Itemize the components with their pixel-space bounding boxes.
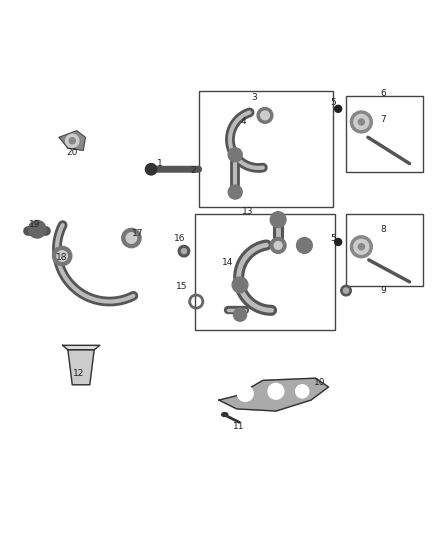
Text: 18: 18 — [56, 253, 67, 262]
Circle shape — [228, 148, 242, 162]
Text: 20: 20 — [67, 148, 78, 157]
Circle shape — [57, 251, 67, 261]
Text: 1: 1 — [157, 159, 163, 168]
Bar — [346, 214, 423, 286]
Bar — [195, 214, 335, 330]
Circle shape — [126, 233, 137, 243]
Ellipse shape — [222, 413, 228, 416]
Circle shape — [145, 164, 157, 175]
Polygon shape — [68, 350, 94, 385]
Text: 15: 15 — [176, 282, 187, 290]
Circle shape — [358, 244, 364, 250]
Circle shape — [69, 138, 75, 144]
Circle shape — [296, 385, 309, 398]
Polygon shape — [63, 345, 100, 350]
Circle shape — [237, 386, 253, 401]
Text: 11: 11 — [233, 422, 244, 431]
Text: 6: 6 — [380, 89, 386, 98]
Text: 14: 14 — [222, 257, 233, 266]
Text: 13: 13 — [242, 207, 253, 216]
Circle shape — [358, 119, 364, 125]
Circle shape — [261, 111, 269, 120]
Text: 10: 10 — [314, 378, 325, 387]
Circle shape — [335, 238, 342, 246]
Circle shape — [228, 185, 242, 199]
Text: 7: 7 — [380, 115, 386, 124]
Circle shape — [232, 277, 248, 293]
Text: 2: 2 — [190, 166, 195, 175]
Circle shape — [270, 238, 286, 253]
Circle shape — [233, 308, 247, 321]
Text: 4: 4 — [240, 117, 246, 126]
Circle shape — [354, 115, 369, 130]
Circle shape — [53, 246, 72, 265]
Bar — [346, 96, 423, 172]
Circle shape — [178, 246, 190, 257]
Polygon shape — [219, 378, 328, 411]
Text: 17: 17 — [132, 229, 144, 238]
Circle shape — [297, 238, 312, 253]
Circle shape — [66, 134, 79, 147]
Circle shape — [335, 106, 342, 112]
Circle shape — [350, 111, 372, 133]
Text: 5: 5 — [330, 98, 336, 107]
Circle shape — [350, 236, 372, 258]
Circle shape — [354, 239, 369, 254]
Text: 12: 12 — [73, 369, 85, 378]
Circle shape — [257, 108, 273, 123]
Circle shape — [274, 241, 282, 249]
Bar — [199, 91, 333, 207]
Circle shape — [268, 383, 284, 399]
Text: 19: 19 — [29, 220, 41, 229]
Text: 9: 9 — [380, 286, 386, 295]
Text: 5: 5 — [330, 233, 336, 243]
Polygon shape — [59, 131, 85, 150]
Text: 16: 16 — [174, 233, 185, 243]
Circle shape — [28, 221, 46, 238]
Circle shape — [181, 248, 187, 254]
Circle shape — [270, 212, 286, 228]
Text: 3: 3 — [251, 93, 257, 102]
Circle shape — [343, 288, 349, 293]
Circle shape — [122, 229, 141, 248]
Text: 8: 8 — [380, 225, 386, 234]
Circle shape — [341, 285, 351, 296]
